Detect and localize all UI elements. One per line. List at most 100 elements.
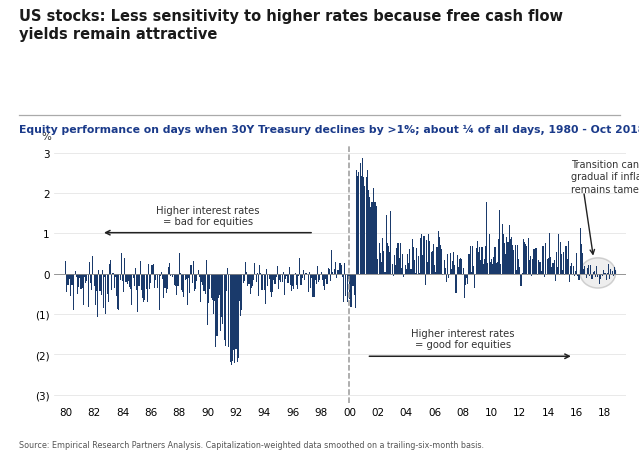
Bar bbox=[443, 261, 445, 274]
Bar bbox=[566, 246, 567, 274]
Bar bbox=[327, 274, 328, 284]
Bar bbox=[431, 252, 432, 274]
Bar bbox=[399, 259, 400, 274]
Bar bbox=[86, 274, 88, 282]
Bar bbox=[458, 267, 459, 274]
Bar bbox=[97, 274, 98, 318]
Bar bbox=[224, 274, 225, 340]
Bar bbox=[396, 248, 397, 274]
Bar bbox=[235, 274, 236, 349]
Bar bbox=[556, 252, 557, 274]
Bar bbox=[485, 247, 486, 274]
Bar bbox=[307, 274, 309, 293]
Bar bbox=[158, 274, 160, 310]
Bar bbox=[594, 272, 595, 274]
Bar bbox=[505, 254, 506, 274]
Bar bbox=[585, 274, 587, 278]
Bar bbox=[72, 274, 73, 285]
Bar bbox=[98, 271, 99, 274]
Bar bbox=[129, 274, 130, 287]
Bar bbox=[185, 274, 186, 280]
Bar bbox=[429, 242, 431, 274]
Bar bbox=[338, 271, 339, 274]
Bar bbox=[498, 239, 499, 274]
Bar bbox=[282, 272, 284, 274]
Ellipse shape bbox=[580, 258, 615, 288]
Bar bbox=[220, 274, 221, 331]
Bar bbox=[514, 245, 516, 274]
Bar bbox=[291, 274, 292, 292]
Bar bbox=[466, 274, 467, 278]
Bar bbox=[123, 274, 124, 293]
Bar bbox=[492, 265, 493, 274]
Bar bbox=[589, 274, 590, 277]
Bar bbox=[309, 272, 310, 274]
Bar bbox=[135, 268, 136, 274]
Bar bbox=[290, 274, 291, 285]
Bar bbox=[300, 274, 302, 285]
Bar bbox=[213, 274, 214, 314]
Bar bbox=[346, 274, 348, 303]
Bar bbox=[400, 243, 401, 274]
Bar bbox=[537, 274, 538, 276]
Bar bbox=[425, 274, 426, 285]
Bar bbox=[197, 271, 199, 274]
Bar bbox=[320, 274, 321, 281]
Bar bbox=[500, 264, 502, 274]
Bar bbox=[132, 274, 134, 278]
Bar bbox=[140, 262, 141, 274]
Bar bbox=[428, 234, 429, 274]
Bar bbox=[222, 274, 224, 324]
Bar bbox=[479, 248, 480, 274]
Bar bbox=[381, 262, 382, 274]
Bar bbox=[378, 243, 380, 274]
Bar bbox=[516, 271, 517, 274]
Bar bbox=[166, 274, 167, 293]
Bar bbox=[176, 274, 178, 295]
Bar bbox=[246, 272, 247, 274]
Bar bbox=[614, 268, 615, 274]
Bar bbox=[368, 191, 369, 274]
Bar bbox=[104, 274, 105, 278]
Bar bbox=[344, 263, 345, 274]
Bar bbox=[173, 274, 174, 276]
Bar bbox=[155, 274, 156, 281]
Bar bbox=[465, 274, 466, 285]
Bar bbox=[602, 274, 603, 276]
Bar bbox=[493, 258, 495, 274]
Bar bbox=[467, 274, 468, 285]
Bar bbox=[233, 274, 234, 350]
Bar bbox=[370, 207, 371, 274]
Bar bbox=[258, 274, 259, 296]
Bar bbox=[403, 274, 404, 278]
Bar bbox=[203, 274, 204, 291]
Bar bbox=[306, 273, 307, 274]
Text: Equity performance on days when 30Y Treasury declines by >1%; about ¼ of all day: Equity performance on days when 30Y Trea… bbox=[19, 125, 639, 135]
Bar bbox=[212, 274, 213, 300]
Bar bbox=[464, 274, 465, 299]
Text: %: % bbox=[42, 132, 52, 142]
Bar bbox=[615, 270, 616, 274]
Bar bbox=[127, 274, 128, 284]
Bar bbox=[323, 274, 324, 286]
Bar bbox=[551, 268, 552, 274]
Bar bbox=[91, 274, 92, 291]
Bar bbox=[564, 274, 566, 276]
Bar bbox=[563, 252, 564, 274]
Bar bbox=[134, 274, 135, 287]
Bar bbox=[407, 254, 408, 274]
Bar bbox=[417, 256, 419, 274]
Bar bbox=[288, 274, 289, 283]
Bar bbox=[544, 274, 545, 277]
Bar bbox=[324, 274, 325, 290]
Bar bbox=[261, 274, 263, 290]
Bar bbox=[187, 274, 188, 306]
Text: Higher interest rates
= good for equities: Higher interest rates = good for equitie… bbox=[412, 328, 515, 349]
Bar bbox=[525, 244, 527, 274]
Bar bbox=[88, 274, 89, 307]
Bar bbox=[474, 274, 475, 288]
Bar bbox=[376, 207, 377, 274]
Bar bbox=[511, 238, 512, 274]
Bar bbox=[583, 269, 584, 274]
Bar bbox=[580, 229, 581, 274]
